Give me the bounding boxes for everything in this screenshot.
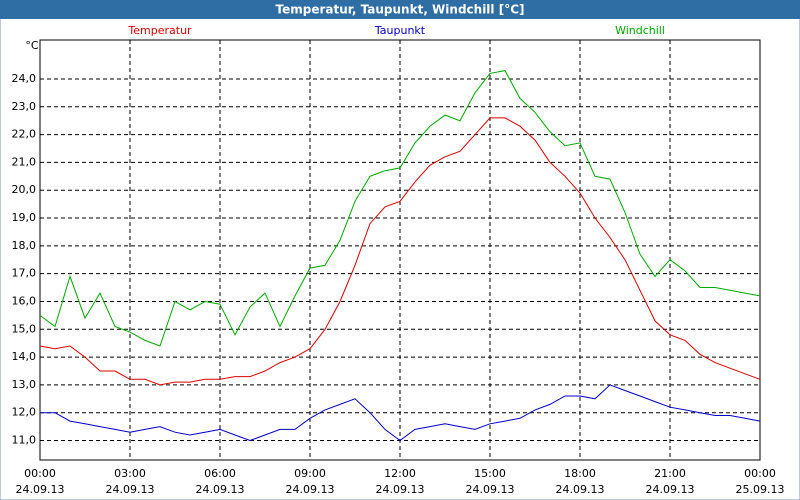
x-tick-date: 24.09.13 bbox=[376, 483, 425, 496]
y-tick-label: 14,0 bbox=[12, 350, 37, 363]
x-tick-label: 21:00 bbox=[654, 467, 686, 480]
legend-label: Temperatur bbox=[127, 24, 192, 37]
y-tick-label: 17,0 bbox=[12, 267, 37, 280]
y-tick-label: 24,0 bbox=[12, 72, 37, 85]
y-tick-label: 20,0 bbox=[12, 183, 37, 196]
legend-label: Taupunkt bbox=[374, 24, 426, 37]
y-tick-label: 12,0 bbox=[12, 406, 37, 419]
x-tick-date: 24.09.13 bbox=[286, 483, 335, 496]
y-tick-label: 11,0 bbox=[12, 434, 37, 447]
y-tick-label: 16,0 bbox=[12, 294, 37, 307]
y-tick-label: 13,0 bbox=[12, 378, 37, 391]
x-tick-label: 00:00 bbox=[24, 467, 56, 480]
x-tick-label: 15:00 bbox=[474, 467, 506, 480]
y-tick-label: 18,0 bbox=[12, 239, 37, 252]
x-tick-date: 24.09.13 bbox=[196, 483, 245, 496]
legend-label: Windchill bbox=[615, 24, 665, 37]
title-bar bbox=[0, 0, 800, 19]
y-tick-label: 23,0 bbox=[12, 100, 37, 113]
x-tick-date: 24.09.13 bbox=[646, 483, 695, 496]
x-tick-label: 06:00 bbox=[204, 467, 236, 480]
series-line bbox=[39, 70, 761, 347]
x-tick-date: 24.09.13 bbox=[466, 483, 515, 496]
x-tick-date: 24.09.13 bbox=[556, 483, 605, 496]
x-tick-date: 24.09.13 bbox=[16, 483, 65, 496]
x-tick-label: 00:00 bbox=[744, 467, 776, 480]
y-unit: °C bbox=[25, 39, 39, 52]
x-tick-label: 03:00 bbox=[114, 467, 146, 480]
y-tick-label: 19,0 bbox=[12, 211, 37, 224]
x-tick-label: 09:00 bbox=[294, 467, 326, 480]
y-tick-label: 21,0 bbox=[12, 155, 37, 168]
x-tick-date: 24.09.13 bbox=[106, 483, 155, 496]
x-tick-label: 18:00 bbox=[564, 467, 596, 480]
chart-title: Temperatur, Taupunkt, Windchill [°C] bbox=[276, 3, 525, 17]
x-tick-date: 25.09.13 bbox=[736, 483, 785, 496]
series-line bbox=[39, 117, 761, 386]
series-line bbox=[40, 384, 761, 442]
x-tick-label: 12:00 bbox=[384, 467, 416, 480]
y-tick-label: 15,0 bbox=[12, 322, 37, 335]
y-tick-label: 22,0 bbox=[12, 128, 37, 141]
